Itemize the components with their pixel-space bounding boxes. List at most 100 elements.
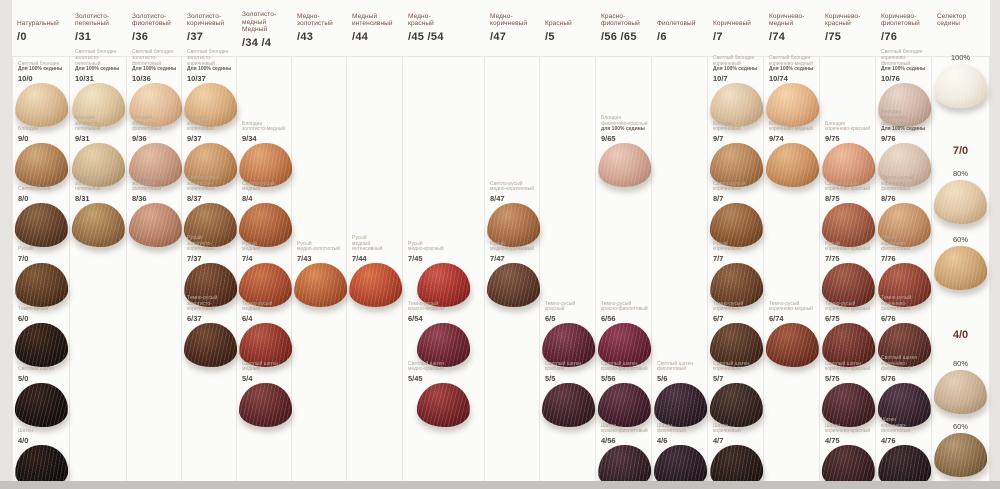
swatch-code: 7/37 bbox=[187, 254, 202, 263]
column-body: Светлый блондин золотисто-пепельный Для … bbox=[70, 49, 127, 481]
gray-selector-item: 80% bbox=[932, 169, 989, 225]
column-header: Селектор седины bbox=[932, 2, 990, 57]
swatch-caption-block: Светло-русый коричневый 8/7 bbox=[710, 177, 761, 203]
swatch-code: 8/36 bbox=[132, 194, 147, 203]
swatch-code: 9/0 bbox=[18, 134, 29, 143]
hair-swatch bbox=[239, 203, 292, 247]
swatch-cell: Шатен 4/0 bbox=[14, 419, 69, 489]
swatch-cell: Светлый блондин золотисто-фиолетовый Для… bbox=[128, 49, 183, 128]
column-code-label: /75 bbox=[825, 31, 842, 43]
column-body: Русый медно-красный 7/45 Темно-русый кра… bbox=[403, 57, 485, 481]
column-body: Русый медный интенсивный 7/44 bbox=[347, 57, 403, 481]
swatch-cell: Блондин фиолетово-красный для 100% седин… bbox=[597, 114, 652, 188]
swatch-cell: Светлый блондин коричнево-фиолетовый Для… bbox=[877, 49, 932, 128]
swatch-code: 8/75 bbox=[825, 194, 840, 203]
swatch-cell: Светло-русый коричнево-фиолетовый 8/76 bbox=[877, 174, 932, 248]
swatch-caption: Темно-русый коричнево-фиолетовый bbox=[881, 294, 912, 313]
swatch-caption-block: Блондин коричнево-фиолетовый Для 100% се… bbox=[878, 109, 929, 143]
swatch-caption-block: Русый золотисто-коричневый 7/37 bbox=[184, 235, 234, 263]
swatch-caption: Русый коричнево-фиолетовый bbox=[881, 234, 911, 253]
swatch-code: 6/75 bbox=[825, 314, 840, 323]
swatch-caption: Шатен коричнево-фиолетовый bbox=[881, 416, 911, 435]
column-code-label: /31 bbox=[75, 31, 92, 43]
swatch-caption: Светло-русый коричнево-фиолетовый bbox=[881, 174, 914, 193]
swatch-caption: Шатен bbox=[18, 428, 34, 435]
swatch-caption: Светлый блондин золотисто-пепельный bbox=[75, 49, 117, 67]
swatch-caption: Блондин фиолетово-красный bbox=[601, 114, 648, 127]
hair-swatch bbox=[15, 143, 68, 187]
hair-swatch bbox=[184, 143, 237, 187]
swatch-code: 7/44 bbox=[352, 254, 367, 263]
shade-column: Медно- красный /45 /54 Русый медно-красн… bbox=[403, 2, 485, 481]
gray-coverage-note: Для 100% седины bbox=[187, 66, 232, 73]
swatch-code: 9/76 bbox=[881, 134, 896, 143]
swatch-caption: Русый медно-золотистый bbox=[297, 240, 341, 253]
swatch-cell: Темно-русый коричневый 6/7 bbox=[710, 297, 763, 367]
shade-column: Медный интенсивный /44 Русый медный инте… bbox=[347, 2, 403, 481]
swatch-caption-block: Блондин золотисто-фиолетовый 9/36 bbox=[129, 114, 179, 143]
column-name-label: Золотисто- пепельный bbox=[75, 12, 110, 28]
swatch-caption: Светлый шатен красный bbox=[545, 360, 582, 373]
swatch-caption-block: Блондин коричневый 9/7 bbox=[710, 117, 761, 143]
swatch-caption: Темно-русый золотисто-коричневый bbox=[187, 294, 218, 313]
swatch-caption: Светлый шатен медный bbox=[242, 360, 279, 373]
swatch-caption: Блондин золотисто-медный bbox=[242, 120, 285, 133]
swatch-code: 9/65 bbox=[601, 134, 616, 143]
swatch-cell: Светлый блондин Для 100% седины 10/0 bbox=[14, 57, 69, 128]
swatch-cell: Русый медный интенсивный 7/44 bbox=[348, 235, 403, 308]
swatch-caption-block: Блондин коричнево-красный 9/75 bbox=[822, 117, 873, 143]
hair-swatch bbox=[933, 432, 988, 478]
swatch-caption-block: Шатен коричневый 4/7 bbox=[710, 419, 761, 445]
gray-coverage-note: Для 100% седины bbox=[881, 66, 926, 73]
column-header: Красно- фиолетовый /56 /65 bbox=[596, 2, 652, 57]
hair-swatch bbox=[765, 322, 820, 368]
swatch-cell: Светлый шатен медный 5/4 bbox=[239, 357, 292, 427]
swatch-caption: Темно-русый красный bbox=[545, 300, 576, 313]
swatch-caption: Светлый блондин золотисто-фиолетовый bbox=[132, 49, 174, 67]
column-code-label: /36 bbox=[132, 31, 149, 43]
column-name-label: Красный bbox=[545, 20, 572, 28]
column-body: Светло-русый медно-коричневый 8/47 Русый… bbox=[485, 57, 541, 481]
swatch-cell: Темно-русый красный 6/5 bbox=[541, 297, 596, 368]
swatch-code: 5/4 bbox=[242, 374, 253, 383]
swatch-caption: Темно-русый красно-медный bbox=[408, 300, 444, 313]
column-header: Медный интенсивный /44 bbox=[347, 2, 403, 57]
swatch-cell: Темно-русый коричнево-красный 6/75 bbox=[821, 297, 876, 368]
gray-selector-shade-code: 4/0 bbox=[952, 329, 969, 341]
swatch-code: 7/76 bbox=[881, 254, 896, 263]
column-code-label: /47 bbox=[490, 31, 507, 43]
swatch-caption: Светло-русый золотисто-пепельный bbox=[75, 174, 108, 193]
swatch-caption-block: Русый медно-коричневый 7/47 bbox=[487, 237, 537, 263]
swatch-code: 9/37 bbox=[187, 134, 202, 143]
hair-swatch bbox=[348, 262, 403, 308]
swatch-caption-block: Светло-русый медно-коричневый 8/47 bbox=[487, 177, 537, 203]
swatch-caption-block: Блондин золотисто-коричневый 9/37 bbox=[184, 115, 234, 143]
swatch-caption-block: Русый медно-красный 7/45 bbox=[405, 237, 482, 263]
gray-selector-column: Селектор седины 100% 7/0 80% 60% 4/0 80%… bbox=[932, 2, 990, 481]
swatch-code: 7/43 bbox=[297, 254, 312, 263]
column-name-label: Коричнево- красный bbox=[825, 12, 861, 28]
shade-column: Золотисто-медный Медный /34 /4 Блондин з… bbox=[237, 2, 293, 481]
swatch-caption-block: Блондин фиолетово-красный для 100% седин… bbox=[598, 114, 649, 143]
swatch-cell: Русый 7/0 bbox=[14, 237, 69, 308]
swatch-cell: Темно-русый коричнево-фиолетовый 6/76 bbox=[878, 294, 931, 367]
swatch-cell: Русый медно-золотистый 7/43 bbox=[293, 237, 348, 308]
swatch-caption: Темно-русый коричнево-медный bbox=[769, 300, 813, 313]
hair-swatch bbox=[710, 323, 763, 367]
swatch-cell: Темно-русый медный 6/4 bbox=[238, 297, 293, 368]
swatch-code: 4/75 bbox=[825, 436, 840, 445]
gray-selector-item: 60% bbox=[932, 422, 989, 478]
swatch-code: 8/31 bbox=[75, 194, 90, 203]
column-name-label: Коричневый bbox=[713, 20, 751, 28]
swatch-code: 4/6 bbox=[657, 436, 668, 445]
swatch-caption-block: Светлый блондин коричневый Для 100% седи… bbox=[710, 55, 761, 83]
swatch-caption-block: Темно-русый красно-фиолетовый 6/56 bbox=[598, 297, 649, 323]
swatch-cell: Светло-русый золотисто-коричневый 8/37 bbox=[183, 175, 238, 248]
swatch-code: 6/4 bbox=[242, 314, 253, 323]
swatch-caption: Блондин золотисто-фиолетовый bbox=[132, 114, 162, 133]
swatch-cell: Темно-русый золотисто-коричневый 6/37 bbox=[184, 294, 237, 367]
gray-coverage-note: Для 100% седины bbox=[75, 66, 120, 73]
hair-swatch bbox=[766, 143, 819, 187]
swatch-caption-block: Темно-русый коричнево-медный 6/74 bbox=[766, 297, 817, 323]
swatch-caption-block: Темно-русый 6/0 bbox=[15, 297, 67, 323]
